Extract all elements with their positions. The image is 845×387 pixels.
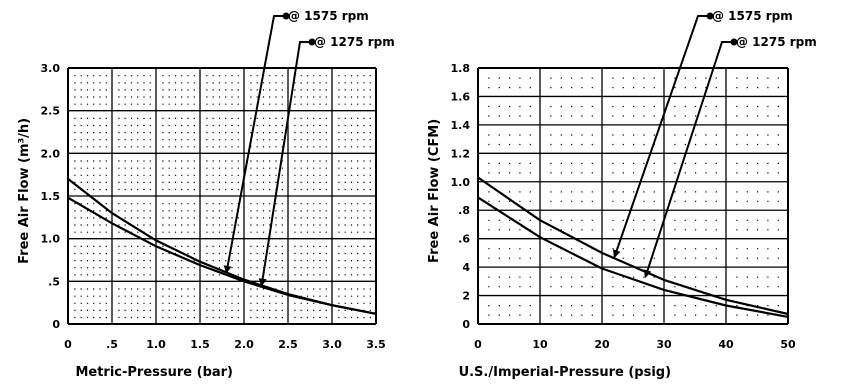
chart1-annotation-label: @ 1575 rpm: [288, 9, 369, 23]
chart1-grid-dots: [74, 203, 107, 233]
chart2-y-tick-label: .6: [458, 233, 470, 246]
chart2-y-tick-label: 2: [462, 290, 470, 303]
chart1-grid-dots: [338, 75, 371, 105]
chart1-grid-dots: [294, 75, 327, 105]
chart1-y-tick-label: 2.5: [41, 105, 61, 118]
chart1-x-tick-label: 0: [64, 338, 72, 351]
chart1-grid-dots: [118, 75, 151, 105]
chart1-x-tick-label: 3.5: [366, 338, 386, 351]
chart2-x-tick-label: 10: [532, 338, 548, 351]
chart1-grid-dots: [118, 203, 151, 233]
chart1-grid-dots: [118, 245, 151, 276]
chart1-grid-dots: [250, 245, 283, 276]
chart2-y-tick-label: 1.2: [451, 147, 471, 160]
chart2-y-tick-label: .8: [458, 204, 470, 217]
chart2-x-tick-label: 40: [718, 338, 734, 351]
chart1-annotation-label: @ 1275 rpm: [314, 35, 395, 49]
chart2-y-tick-label: 1.4: [451, 119, 471, 132]
chart1-y-tick-label: 1.5: [41, 190, 61, 203]
chart1-grid-dots: [206, 203, 239, 233]
chart1-y-tick-label: 2.0: [41, 147, 61, 160]
chart2-plot-area: [478, 68, 788, 324]
chart1-series-line-1275-rpm: [67, 196, 377, 315]
chart1-grid-dots: [162, 288, 195, 319]
chart1-grid-dots: [250, 203, 283, 233]
chart1-grid-dots: [206, 160, 239, 191]
chart2-y-tick-label: 4: [462, 261, 470, 274]
chart1-y-tick-label: 3.0: [41, 62, 61, 75]
chart1-grid-dots: [250, 75, 283, 105]
chart1-grid-dots: [294, 245, 327, 276]
chart1-grid-dots: [118, 160, 151, 191]
chart1-grid-dots: [338, 245, 371, 276]
chart1-annotation-arrow: [258, 41, 310, 287]
chart1-grid-dots: [338, 117, 371, 148]
chart1-grid-dots: [338, 288, 371, 319]
chart2-annotation-arrow: [643, 41, 732, 279]
chart2-annotation-dot: [706, 12, 714, 20]
chart1-grid-dots: [338, 203, 371, 233]
chart1-x-tick-label: .5: [106, 338, 118, 351]
chart2-y-tick-label: 0: [462, 318, 470, 331]
chart1-x-tick-label: 1.0: [146, 338, 166, 351]
chart1-grid-dots: [338, 160, 371, 191]
chart1-grid-dots: [162, 160, 195, 191]
chart2-x-axis-label: U.S./Imperial-Pressure (psig): [459, 365, 671, 380]
chart1-grid-dots: [250, 288, 283, 319]
chart1-grid-dots: [74, 288, 107, 319]
chart1-grid-dots: [74, 75, 107, 105]
chart1-grid-dots: [294, 203, 327, 233]
chart1-grid-dots: [162, 117, 195, 148]
chart1-grid-dots: [250, 160, 283, 191]
chart2-y-axis-label: Free Air Flow (CFM): [427, 119, 442, 263]
chart1-y-tick-label: 1.0: [41, 233, 61, 246]
chart1-grid-dots: [118, 288, 151, 319]
chart1-grid-dots: [162, 203, 195, 233]
chart1-y-tick-label: 0: [52, 318, 60, 331]
chart1-y-axis-label: Free Air Flow (m³/h): [17, 118, 32, 264]
chart1-x-tick-label: 2.0: [234, 338, 254, 351]
chart1-x-tick-label: 2.5: [278, 338, 298, 351]
chart1-annotation-dot: [308, 38, 316, 46]
chart1-annotation-dot: [282, 12, 290, 20]
chart2-y-tick-label: 1.8: [451, 62, 471, 75]
chart2-series-line-1275-rpm: [477, 196, 789, 318]
chart1-grid-dots: [206, 117, 239, 148]
chart1-annotation-arrow: [223, 15, 284, 274]
chart2-y-tick-label: 1.0: [451, 176, 471, 189]
chart1-y-tick-label: .5: [48, 275, 60, 288]
chart1-grid-dots: [74, 117, 107, 148]
chart2-x-tick-label: 30: [656, 338, 672, 351]
chart1-x-tick-label: 3.0: [322, 338, 342, 351]
chart1-grid-dots: [206, 245, 239, 276]
chart2-series-line-1575-rpm: [477, 176, 789, 316]
chart2-annotation-label: @ 1275 rpm: [736, 35, 817, 49]
chart1-grid-dots: [294, 160, 327, 191]
chart1-x-tick-label: 1.5: [190, 338, 210, 351]
chart1-grid-dots: [118, 117, 151, 148]
chart2-annotation-arrow: [612, 15, 708, 259]
chart1-x-axis-label: Metric-Pressure (bar): [75, 365, 233, 380]
chart2-x-tick-label: 0: [474, 338, 482, 351]
chart1-grid-dots: [74, 160, 107, 191]
chart1-grid-dots: [162, 75, 195, 105]
chart1-grid-dots: [74, 245, 107, 276]
chart1-grid-dots: [250, 117, 283, 148]
chart1-grid-dots: [206, 75, 239, 105]
chart1-grid-dots: [206, 288, 239, 319]
chart2-annotation-label: @ 1575 rpm: [712, 9, 793, 23]
chart2-annotation-dot: [730, 38, 738, 46]
chart1-grid-dots: [294, 117, 327, 148]
chart2-y-tick-label: 1.6: [451, 90, 471, 103]
chart2-x-tick-label: 50: [780, 338, 796, 351]
chart2-x-tick-label: 20: [594, 338, 610, 351]
